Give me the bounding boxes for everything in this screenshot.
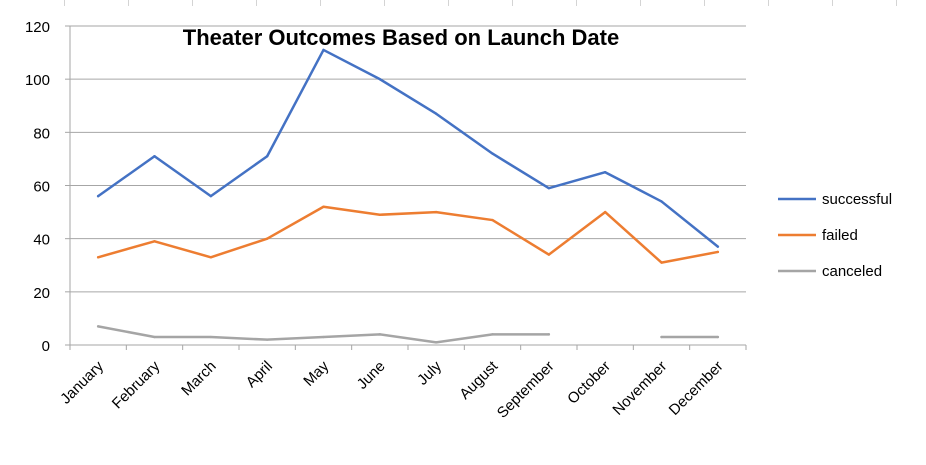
y-tick-label: 100 (25, 72, 50, 89)
series-line-canceled (96, 325, 551, 344)
data-point-canceled (322, 335, 325, 339)
sheet-gridline (704, 0, 705, 6)
data-point-successful (265, 155, 269, 158)
x-tick-label: February (109, 357, 164, 412)
data-point-failed (322, 205, 325, 208)
sheet-gridline (896, 0, 897, 6)
data-point-successful (603, 171, 607, 174)
data-point-successful (378, 77, 382, 81)
x-tick-label: July (414, 357, 445, 388)
y-tick-label: 120 (25, 19, 50, 36)
y-axis-ticks: 0 20 40 60 80 100 120 (25, 19, 50, 355)
data-point-successful (96, 194, 100, 198)
y-tick-label: 0 (42, 338, 50, 355)
x-tick-label: October (564, 358, 614, 408)
data-point-failed (547, 253, 551, 256)
data-point-failed (716, 250, 720, 254)
legend-item-successful: successful (778, 191, 892, 208)
data-point-canceled (716, 335, 720, 339)
sheet-gridline (576, 0, 577, 6)
data-point-failed (660, 261, 663, 264)
data-point-failed (603, 210, 607, 214)
data-point-failed (265, 237, 269, 240)
x-tick-label: September (494, 358, 558, 422)
legend: successful failed canceled (778, 191, 892, 280)
x-tick-label: January (57, 357, 107, 407)
sheet-gridline (448, 0, 449, 6)
legend-label: canceled (822, 263, 882, 280)
data-point-canceled (491, 333, 494, 336)
data-point-canceled (434, 341, 438, 344)
data-point-successful (434, 112, 438, 115)
data-point-successful (209, 194, 213, 198)
x-tick-label: August (456, 357, 502, 403)
legend-item-failed: failed (778, 227, 858, 244)
series-line-successful (96, 48, 720, 248)
sheet-gridline (64, 0, 65, 6)
gridlines (70, 25, 746, 293)
x-tick-label: March (178, 358, 219, 399)
y-tick-label: 40 (33, 232, 50, 249)
x-axis-ticks: January February March April May June July Augu… (57, 357, 726, 421)
data-point-failed (209, 256, 213, 259)
sheet-gridline (128, 0, 129, 6)
data-point-failed (153, 240, 156, 243)
data-point-canceled (660, 335, 663, 339)
sheet-gridline (832, 0, 833, 6)
data-point-failed (434, 210, 438, 214)
data-point-canceled (209, 335, 213, 339)
data-point-successful (660, 200, 663, 203)
x-tick-label: November (609, 358, 670, 419)
data-point-successful (547, 186, 551, 190)
y-tick-label: 80 (33, 125, 50, 142)
y-tick-label: 20 (33, 285, 50, 302)
data-point-successful (491, 152, 494, 155)
sheet-gridline (512, 0, 513, 6)
legend-label: successful (822, 191, 892, 208)
series-line-failed (96, 205, 720, 264)
x-tick-label: June (354, 358, 389, 393)
data-point-canceled (378, 333, 382, 336)
y-tick-label: 60 (33, 179, 50, 196)
data-point-successful (716, 245, 720, 248)
x-tick-label: May (300, 357, 332, 389)
data-point-canceled (96, 325, 100, 328)
legend-item-canceled: canceled (778, 263, 882, 280)
sheet-gridline (768, 0, 769, 6)
sheet-gridline (384, 0, 385, 6)
sheet-gridline (192, 0, 193, 6)
x-tick-label: December (666, 358, 727, 419)
sheet-gridline (256, 0, 257, 6)
series-lines (96, 48, 720, 344)
sheet-gridline (640, 0, 641, 6)
axes (65, 25, 747, 350)
sheet-gridline (320, 0, 321, 6)
data-point-canceled (265, 338, 269, 341)
data-point-canceled (547, 333, 551, 336)
data-point-failed (96, 256, 100, 259)
data-point-successful (322, 48, 325, 52)
x-tick-label: April (243, 358, 276, 391)
data-point-successful (153, 155, 156, 158)
data-point-failed (378, 213, 382, 216)
legend-label: failed (822, 227, 858, 244)
chart-title: Theater Outcomes Based on Launch Date (183, 25, 619, 50)
data-point-canceled (153, 335, 156, 339)
data-point-failed (491, 218, 494, 222)
